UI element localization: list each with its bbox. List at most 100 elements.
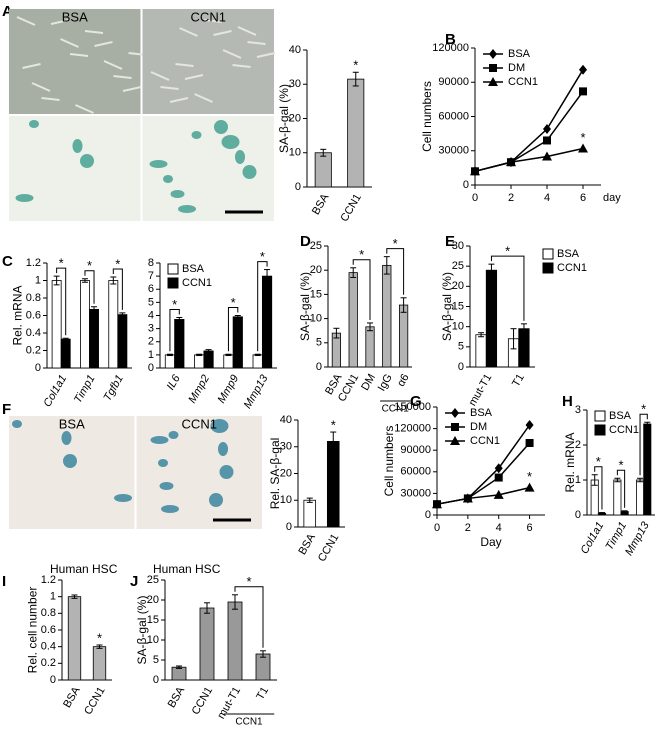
bar xyxy=(80,280,90,369)
y-tick-label: 20 xyxy=(452,280,464,292)
x-tick-label: Timp1 xyxy=(72,373,98,405)
legend-label: CCN1 xyxy=(557,262,587,274)
image-label: CCN1 xyxy=(182,416,217,431)
error-bar xyxy=(621,510,628,513)
micrograph xyxy=(9,116,141,221)
legend-swatch xyxy=(594,410,606,422)
legend-swatch xyxy=(594,424,606,436)
stained-cell xyxy=(158,459,168,467)
bar xyxy=(51,280,62,369)
y-tick-label: 25 xyxy=(452,260,464,272)
x-tick-label: 2 xyxy=(465,522,471,534)
x-tick-label: T1 xyxy=(510,372,527,389)
significance-bracket xyxy=(594,466,603,510)
x-tick-label: IL6 xyxy=(165,372,183,392)
x-tick-label: CCN1 xyxy=(82,685,107,717)
bar xyxy=(365,326,375,368)
error-bar xyxy=(637,477,644,483)
error-bar xyxy=(520,323,527,335)
y-axis-label: SA-β-gal (%) xyxy=(277,84,291,153)
stained-cell xyxy=(12,420,22,428)
panel-label: C xyxy=(2,253,13,270)
marker xyxy=(525,420,534,430)
y-tick-label: 20 xyxy=(147,594,159,606)
cell xyxy=(160,86,179,90)
y-tick-label: 10 xyxy=(310,313,322,325)
legend-swatch xyxy=(542,248,554,260)
panel-label: I xyxy=(2,573,6,590)
stained-cell xyxy=(15,194,34,202)
y-axis-label: Cell numbers xyxy=(382,426,396,497)
y-tick-label: 10 xyxy=(289,147,301,159)
stained-cell xyxy=(72,139,83,153)
y-tick-label: 15 xyxy=(147,614,159,626)
significance-bracket xyxy=(56,267,67,336)
y-tick-label: 10 xyxy=(280,494,292,506)
cell xyxy=(222,49,242,59)
image-label: BSA xyxy=(62,9,88,24)
x-tick-label: Tgfb1 xyxy=(101,373,125,403)
marker xyxy=(494,473,503,482)
x-axis-label: Day xyxy=(480,535,501,549)
y-tick-label: 1 xyxy=(50,591,56,603)
legend-swatch xyxy=(167,263,179,275)
legend-label: CCN1 xyxy=(609,424,639,436)
y-tick-label: 2 xyxy=(148,336,154,348)
error-bar xyxy=(330,431,337,452)
x-tick-label: Mmp13 xyxy=(242,372,271,411)
cell xyxy=(41,97,60,101)
legend-label: BSA xyxy=(609,410,632,422)
legend-label: DM xyxy=(470,421,487,433)
cell xyxy=(94,41,113,47)
y-tick-label: 0 xyxy=(35,362,41,374)
group-label: CCN1 xyxy=(382,404,410,415)
stained-cell xyxy=(80,154,94,168)
bar xyxy=(314,152,332,188)
error-bar xyxy=(614,477,621,483)
significance: * xyxy=(331,417,336,432)
y-axis-label: SA-β-gal (%) xyxy=(298,272,312,341)
legend-label: CCN1 xyxy=(508,76,538,88)
bar xyxy=(232,316,243,369)
y-tick-label: 10 xyxy=(452,321,464,333)
cell xyxy=(169,97,189,103)
stained-cell xyxy=(209,493,223,507)
micrograph xyxy=(9,416,135,529)
legend-label: BSA xyxy=(470,407,493,419)
y-tick-label: 25 xyxy=(147,574,159,586)
error-bar xyxy=(254,353,261,357)
y-tick-label: 30000 xyxy=(400,487,431,499)
x-tick-label: BSA xyxy=(61,684,83,710)
error-bar xyxy=(320,148,327,157)
panel-label: B xyxy=(445,31,456,48)
marker xyxy=(524,482,535,492)
bar xyxy=(518,328,530,368)
stained-cell xyxy=(218,442,228,456)
x-tick-label: T1 xyxy=(254,685,271,702)
panel-label: G xyxy=(410,393,422,410)
error-bar xyxy=(234,315,241,319)
marker xyxy=(451,423,459,431)
y-tick-label: 30000 xyxy=(438,145,469,157)
bar xyxy=(326,440,340,528)
marker xyxy=(579,64,587,75)
bar xyxy=(475,334,487,368)
y-tick-label: 3 xyxy=(575,404,581,416)
error-bar xyxy=(383,256,390,275)
significance: * xyxy=(505,244,510,259)
error-bar xyxy=(176,665,182,669)
stained-cell xyxy=(178,205,196,213)
series-line xyxy=(436,442,531,505)
error-bar xyxy=(598,512,605,515)
significance: * xyxy=(393,236,398,251)
stained-cell xyxy=(163,175,173,183)
y-axis-label: SA-β-gal (%) xyxy=(440,272,454,341)
cell xyxy=(256,52,276,58)
y-tick-label: 90000 xyxy=(438,76,469,88)
y-tick-label: 60000 xyxy=(438,110,469,122)
y-tick-label: 20 xyxy=(280,467,292,479)
bar xyxy=(89,308,99,369)
y-tick-label: 0 xyxy=(463,179,469,191)
x-tick-label: 2 xyxy=(508,192,514,204)
